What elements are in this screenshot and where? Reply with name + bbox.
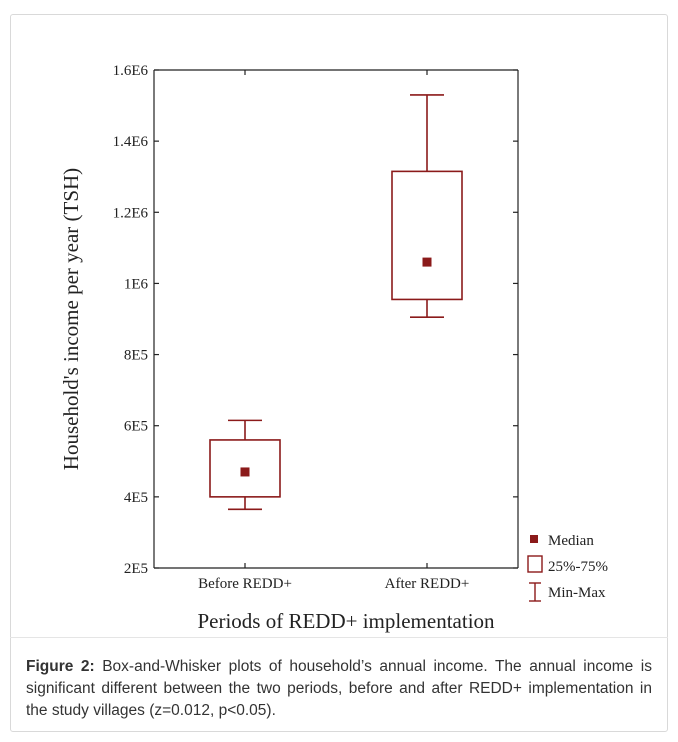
- x-axis-label: Periods of REDD+ implementation: [197, 609, 495, 633]
- box-plots: [209, 94, 463, 511]
- legend-median-icon: [530, 535, 538, 543]
- x-ticks: Before REDD+ After REDD+: [198, 70, 469, 592]
- legend-label: Median: [548, 533, 594, 549]
- median-marker: [422, 257, 432, 267]
- y-tick-label: 4E5: [124, 490, 148, 506]
- x-tick-label: Before REDD+: [198, 576, 292, 592]
- caption-text: Box-and-Whisker plots of household’s ann…: [26, 658, 652, 719]
- chart-axes: [153, 69, 519, 569]
- box-whisker-chart: 2E5 4E5 6E5 8E5 1E6 1.2E6 1.4E6 1.6E6 Before RE…: [59, 63, 608, 633]
- y-tick-label: 6E5: [124, 419, 148, 435]
- median-marker: [240, 467, 250, 477]
- box-before: [209, 419, 281, 511]
- legend-item-whisker: Min-Max: [529, 582, 606, 602]
- y-tick-label: 1.6E6: [113, 63, 149, 79]
- iqr-box: [209, 439, 281, 498]
- y-tick-label: 1E6: [124, 276, 149, 292]
- legend-label: Min-Max: [548, 585, 606, 601]
- y-tick-label: 1.2E6: [113, 205, 149, 221]
- legend-item-box: 25%-75%: [527, 555, 608, 575]
- x-tick-label: After REDD+: [385, 576, 470, 592]
- caption-divider: [10, 637, 668, 638]
- y-tick-label: 2E5: [124, 561, 148, 577]
- y-tick-label: 8E5: [124, 348, 148, 364]
- legend-box-icon: [527, 555, 543, 573]
- iqr-box: [391, 170, 463, 301]
- chart-legend: Median 25%-75% Min-Max: [527, 533, 608, 602]
- box-after: [391, 94, 463, 319]
- figure-caption: Figure 2: Box-and-Whisker plots of house…: [26, 656, 652, 722]
- figure-card: [10, 14, 668, 732]
- y-ticks: 2E5 4E5 6E5 8E5 1E6 1.2E6 1.4E6 1.6E6: [113, 63, 518, 577]
- legend-label: 25%-75%: [548, 559, 608, 575]
- caption-label: Figure 2:: [26, 658, 95, 675]
- y-axis-label: Household's income per year (TSH): [59, 168, 83, 470]
- y-tick-label: 1.4E6: [113, 134, 149, 150]
- legend-item-median-square: Median: [530, 533, 594, 549]
